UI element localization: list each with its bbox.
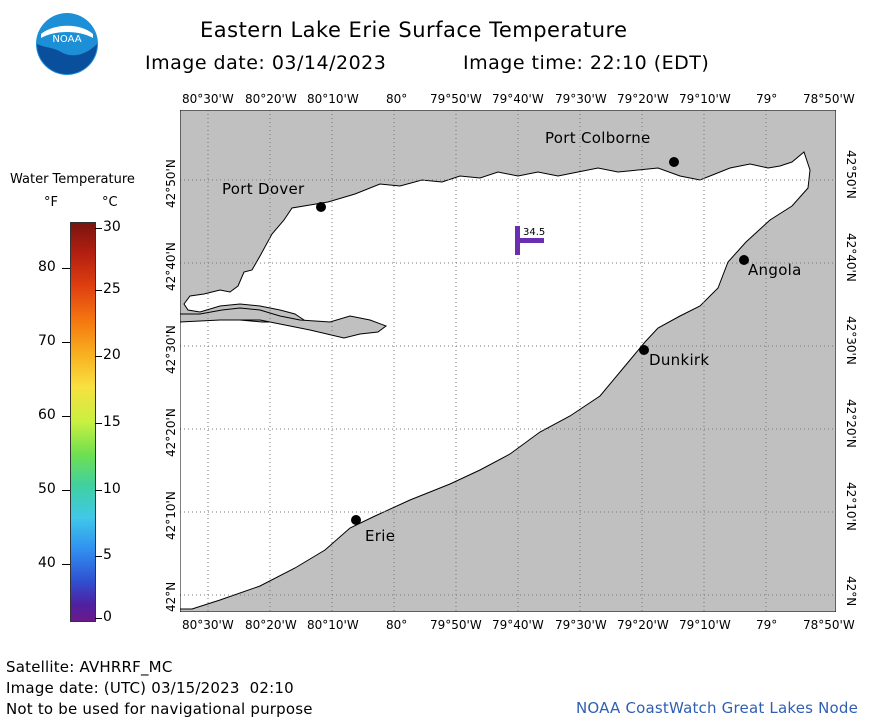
city-dot <box>316 202 326 212</box>
lon-label: 80°30'W <box>182 92 234 106</box>
city-label-erie: Erie <box>365 527 396 545</box>
lat-label: 42°10'N <box>844 482 858 531</box>
buoy-marker <box>515 226 544 255</box>
c-tick: 5 <box>103 547 112 563</box>
lake-water <box>180 151 811 610</box>
color-scale-bar <box>70 222 96 622</box>
lon-label: 79°20'W <box>617 92 669 106</box>
city-label-port-colborne: Port Colborne <box>545 129 651 147</box>
lon-label: 79°50'W <box>430 618 482 632</box>
f-tick: 80 <box>38 259 56 275</box>
lon-label: 79° <box>756 92 778 106</box>
lat-label: 42°20'N <box>844 399 858 448</box>
long-point <box>180 307 388 339</box>
disclaimer: Not to be used for navigational purpose <box>6 700 313 718</box>
noaa-logo: NOAA <box>36 13 98 75</box>
city-dot <box>351 515 361 525</box>
lat-label: 42°N <box>844 576 858 607</box>
f-tick: 60 <box>38 407 56 423</box>
lat-label: 42°N <box>164 581 178 612</box>
city-dot <box>639 345 649 355</box>
lake-map: 34.5 <box>180 110 836 612</box>
city-dot <box>739 255 749 265</box>
lon-label: 80° <box>386 618 408 632</box>
city-label-angola: Angola <box>748 261 802 279</box>
buoy-value: 34.5 <box>523 227 545 238</box>
image-time: Image time: 22:10 (EDT) <box>463 52 710 74</box>
graticule <box>180 110 836 612</box>
lon-label: 79° <box>756 618 778 632</box>
city-label-dunkirk: Dunkirk <box>649 351 710 369</box>
unit-c: °C <box>102 195 118 210</box>
lat-label: 42°10'N <box>164 491 178 540</box>
lon-label: 79°20'W <box>617 618 669 632</box>
c-tick: 20 <box>103 347 121 363</box>
lon-label: 79°30'W <box>555 92 607 106</box>
lat-label: 42°40'N <box>164 242 178 291</box>
lon-label: 79°10'W <box>679 92 731 106</box>
image-date: Image date: 03/14/2023 <box>145 52 387 74</box>
lon-label: 80°20'W <box>245 618 297 632</box>
c-tick: 30 <box>103 219 121 235</box>
f-tick: 50 <box>38 481 56 497</box>
lat-label: 42°40'N <box>844 233 858 282</box>
lon-label: 78°50'W <box>803 618 855 632</box>
lon-label: 80°10'W <box>307 92 359 106</box>
lon-label: 79°40'W <box>492 618 544 632</box>
lon-label: 80°30'W <box>182 618 234 632</box>
c-tick: 10 <box>103 481 121 497</box>
lat-label: 42°30'N <box>844 316 858 365</box>
c-tick: 15 <box>103 414 121 430</box>
c-tick: 25 <box>103 281 121 297</box>
lat-label: 42°50'N <box>164 159 178 208</box>
credit-label: NOAA CoastWatch Great Lakes Node <box>576 699 859 717</box>
lon-label: 80° <box>386 92 408 106</box>
lat-label: 42°30'N <box>164 325 178 374</box>
unit-f: °F <box>44 195 58 210</box>
lon-label: 80°10'W <box>307 618 359 632</box>
page-title: Eastern Lake Erie Surface Temperature <box>200 18 628 42</box>
lon-label: 78°50'W <box>803 92 855 106</box>
lat-label: 42°50'N <box>844 150 858 199</box>
lon-label: 80°20'W <box>245 92 297 106</box>
lon-label: 79°10'W <box>679 618 731 632</box>
utc-date-label: Image date: (UTC) 03/15/2023 02:10 <box>6 679 294 697</box>
c-tick: 0 <box>103 609 112 625</box>
logo-text: NOAA <box>52 34 81 45</box>
f-tick: 40 <box>38 555 56 571</box>
lon-label: 79°40'W <box>492 92 544 106</box>
lat-label: 42°20'N <box>164 408 178 457</box>
f-tick: 70 <box>38 333 56 349</box>
satellite-label: Satellite: AVHRRF_MC <box>6 658 173 676</box>
city-label-port-dover: Port Dover <box>222 180 305 198</box>
city-dot <box>669 157 679 167</box>
lon-label: 79°50'W <box>430 92 482 106</box>
legend-title: Water Temperature <box>10 172 135 187</box>
lon-label: 79°30'W <box>555 618 607 632</box>
